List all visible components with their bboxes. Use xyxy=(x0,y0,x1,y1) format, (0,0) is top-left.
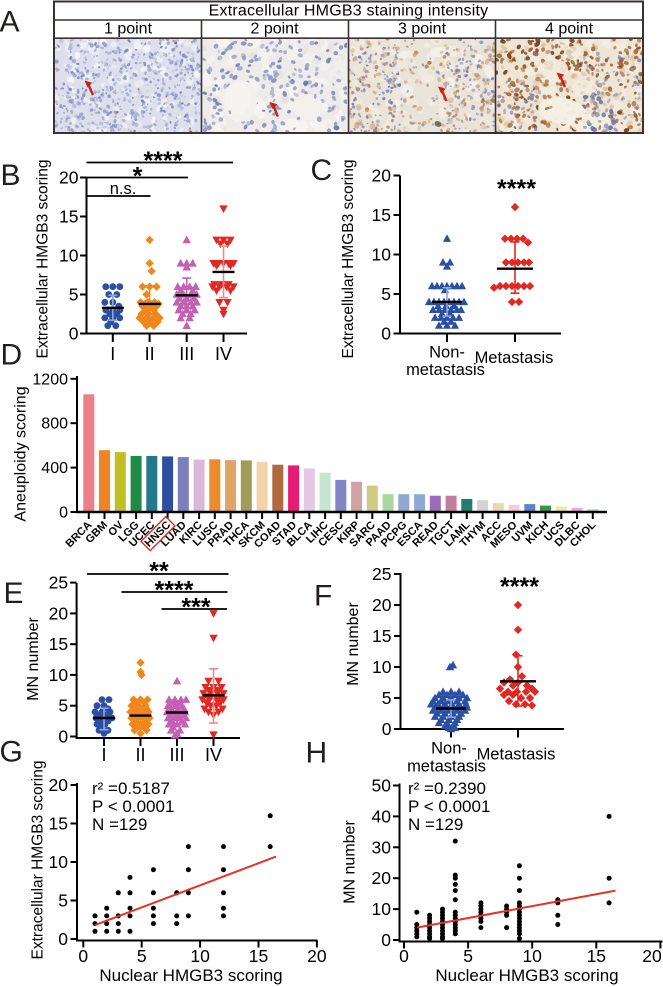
svg-text:15: 15 xyxy=(587,946,606,966)
svg-text:5: 5 xyxy=(69,285,79,305)
svg-text:5: 5 xyxy=(137,946,147,966)
svg-text:0: 0 xyxy=(381,930,391,950)
svg-text:10: 10 xyxy=(49,665,69,685)
svg-text:5: 5 xyxy=(58,696,68,716)
svg-text:15: 15 xyxy=(249,946,268,966)
svg-text:25: 25 xyxy=(49,573,68,593)
svg-text:Non-: Non- xyxy=(429,344,465,362)
svg-text:20: 20 xyxy=(307,946,327,966)
svg-text:15: 15 xyxy=(59,207,78,227)
svg-text:G: G xyxy=(0,736,23,769)
svg-text:10: 10 xyxy=(49,852,69,872)
svg-text:*: * xyxy=(133,163,143,191)
svg-text:****: **** xyxy=(500,573,539,601)
svg-text:0: 0 xyxy=(381,324,391,344)
svg-text:0: 0 xyxy=(399,946,409,966)
svg-text:E: E xyxy=(4,577,24,610)
svg-text:30: 30 xyxy=(372,837,392,857)
svg-text:****: **** xyxy=(144,147,183,175)
svg-text:Extracellular HMGB3 scoring: Extracellular HMGB3 scoring xyxy=(30,761,47,960)
svg-text:Metastasis: Metastasis xyxy=(477,746,556,764)
svg-text:A: A xyxy=(0,6,20,39)
svg-text:40: 40 xyxy=(372,806,392,826)
svg-text:N =129: N =129 xyxy=(408,815,463,834)
svg-text:10: 10 xyxy=(372,245,392,265)
svg-text:r² =0.2390: r² =0.2390 xyxy=(408,779,486,798)
svg-text:20: 20 xyxy=(372,595,392,615)
svg-text:****: **** xyxy=(155,577,194,605)
svg-text:D: D xyxy=(1,339,23,372)
svg-text:20: 20 xyxy=(49,775,69,795)
svg-text:Extracellular HMGB3 staining i: Extracellular HMGB3 staining intensity xyxy=(209,3,489,20)
svg-text:0: 0 xyxy=(78,946,88,966)
svg-text:P < 0.0001: P < 0.0001 xyxy=(92,797,174,816)
svg-text:***: *** xyxy=(181,594,210,622)
svg-text:C: C xyxy=(311,154,333,187)
svg-text:5: 5 xyxy=(382,688,392,708)
svg-text:Nuclear HMGB3 scoring: Nuclear HMGB3 scoring xyxy=(99,966,282,985)
svg-text:0: 0 xyxy=(382,719,392,739)
svg-text:25: 25 xyxy=(372,564,391,584)
svg-text:20: 20 xyxy=(49,603,69,623)
svg-text:IV: IV xyxy=(205,745,222,765)
svg-text:15: 15 xyxy=(372,205,391,225)
svg-text:5: 5 xyxy=(381,284,391,304)
svg-text:Extracellular HMGB3 scoring: Extracellular HMGB3 scoring xyxy=(35,160,52,359)
svg-text:II: II xyxy=(135,745,145,765)
svg-text:IV: IV xyxy=(215,344,232,364)
svg-text:Aneuploidy scoring: Aneuploidy scoring xyxy=(13,386,30,521)
svg-text:III: III xyxy=(179,344,194,364)
svg-text:10: 10 xyxy=(522,946,542,966)
svg-text:I: I xyxy=(101,745,106,765)
svg-text:1200: 1200 xyxy=(32,371,68,388)
svg-text:Metastasis: Metastasis xyxy=(475,349,554,367)
svg-text:10: 10 xyxy=(190,946,210,966)
svg-text:N =129: N =129 xyxy=(92,815,147,834)
svg-text:3 point: 3 point xyxy=(398,21,447,38)
svg-text:10: 10 xyxy=(372,899,392,919)
svg-text:F: F xyxy=(314,580,332,613)
svg-text:MN number: MN number xyxy=(342,820,359,904)
svg-text:20: 20 xyxy=(372,166,392,186)
svg-text:15: 15 xyxy=(49,634,68,654)
svg-text:0: 0 xyxy=(69,324,79,344)
svg-text:20: 20 xyxy=(642,946,662,966)
svg-text:800: 800 xyxy=(41,416,68,433)
svg-text:15: 15 xyxy=(372,626,391,646)
svg-text:MN number: MN number xyxy=(25,617,42,701)
svg-text:20: 20 xyxy=(59,168,79,188)
svg-text:1 point: 1 point xyxy=(104,21,153,38)
svg-text:metastasis: metastasis xyxy=(407,758,486,776)
svg-text:20: 20 xyxy=(372,868,392,888)
svg-text:III: III xyxy=(169,745,184,765)
svg-text:Non-: Non- xyxy=(431,740,467,758)
svg-text:metastasis: metastasis xyxy=(406,361,485,379)
svg-text:10: 10 xyxy=(372,657,392,677)
svg-text:II: II xyxy=(145,344,155,364)
svg-text:MN number: MN number xyxy=(345,602,362,686)
svg-text:r² =0.5187: r² =0.5187 xyxy=(92,779,170,798)
svg-text:****: **** xyxy=(497,175,536,203)
svg-text:n.s.: n.s. xyxy=(110,180,137,198)
svg-text:Nuclear HMGB3 scoring: Nuclear HMGB3 scoring xyxy=(435,966,618,985)
svg-text:5: 5 xyxy=(463,946,473,966)
svg-text:2 point: 2 point xyxy=(250,21,299,38)
svg-text:**: ** xyxy=(149,558,169,586)
svg-text:P < 0.0001: P < 0.0001 xyxy=(408,797,490,816)
svg-text:0: 0 xyxy=(58,929,68,949)
svg-text:5: 5 xyxy=(58,891,68,911)
svg-text:400: 400 xyxy=(41,460,68,477)
svg-text:10: 10 xyxy=(59,246,79,266)
svg-text:Extracellular HMGB3 scoring: Extracellular HMGB3 scoring xyxy=(340,160,357,359)
svg-text:B: B xyxy=(1,159,21,192)
svg-text:0: 0 xyxy=(58,727,68,747)
svg-text:I: I xyxy=(110,344,115,364)
svg-text:15: 15 xyxy=(49,814,68,834)
svg-text:H: H xyxy=(306,737,328,770)
svg-text:50: 50 xyxy=(372,776,392,796)
svg-text:4 point: 4 point xyxy=(545,21,594,38)
svg-text:0: 0 xyxy=(59,505,68,522)
